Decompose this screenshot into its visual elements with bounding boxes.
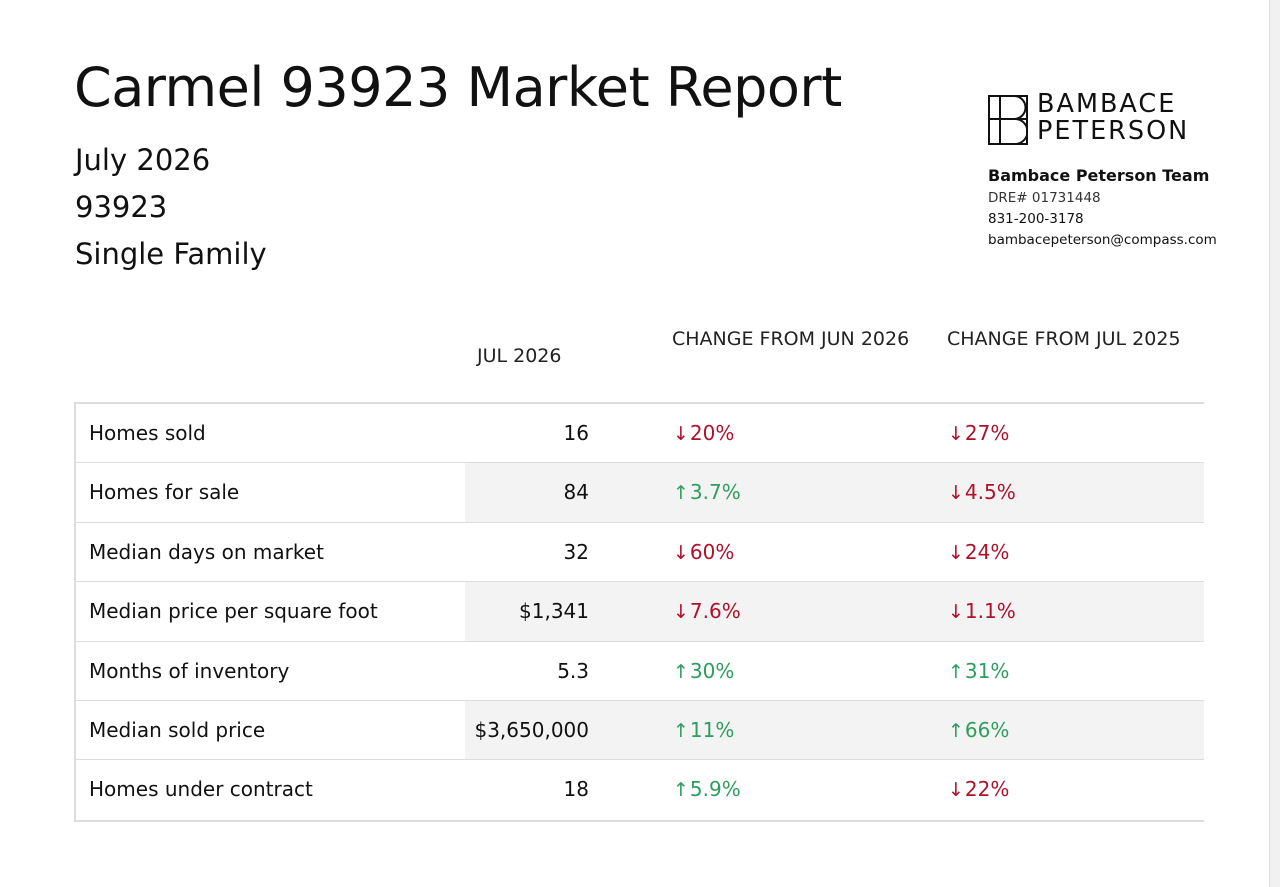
row-label: Median sold price xyxy=(89,717,266,742)
row-value: $1,341 xyxy=(519,599,589,624)
report-title: Carmel 93923 Market Report xyxy=(74,56,842,119)
table-row: Homes under contract 18 ↑5.9% ↓22% xyxy=(76,760,1204,819)
arrow-up-icon: ↑ xyxy=(948,660,964,683)
change-month: ↑11% xyxy=(673,717,735,742)
row-label: Median price per square foot xyxy=(89,599,378,624)
dre-number: DRE# 01731448 xyxy=(988,190,1101,206)
change-month: ↑30% xyxy=(673,658,735,683)
table-row: Months of inventory 5.3 ↑30% ↑31% xyxy=(76,642,1204,701)
row-value: 32 xyxy=(563,539,589,564)
change-year: ↑66% xyxy=(948,717,1010,742)
arrow-down-icon: ↓ xyxy=(948,423,964,445)
report-zip: 93923 xyxy=(75,190,168,224)
change-year: ↓1.1% xyxy=(948,599,1016,624)
phone-number: 831-200-3178 xyxy=(988,211,1084,227)
report-property-type: Single Family xyxy=(75,237,267,271)
logo-line-2: PETERSON xyxy=(1037,116,1190,146)
arrow-up-icon: ↑ xyxy=(673,660,689,683)
row-label: Homes sold xyxy=(89,421,206,445)
row-value: $3,650,000 xyxy=(474,717,589,742)
arrow-down-icon: ↓ xyxy=(673,601,689,624)
arrow-down-icon: ↓ xyxy=(673,423,689,445)
logo-line-1: BAMBACE xyxy=(1037,89,1177,119)
arrow-up-icon: ↑ xyxy=(948,719,964,742)
report-period: July 2026 xyxy=(75,143,211,177)
table-row: Median days on market 32 ↓60% ↓24% xyxy=(76,523,1204,583)
arrow-up-icon: ↑ xyxy=(673,482,689,505)
row-value: 5.3 xyxy=(557,658,589,683)
change-year: ↑31% xyxy=(948,658,1010,683)
row-value: 84 xyxy=(563,480,589,505)
change-year: ↓27% xyxy=(948,421,1010,445)
row-label: Homes for sale xyxy=(89,480,240,505)
logo-wordmark: BAMBACE PETERSON xyxy=(1037,91,1189,145)
row-value: 18 xyxy=(563,777,589,802)
arrow-up-icon: ↑ xyxy=(673,719,689,742)
row-label: Months of inventory xyxy=(89,658,290,683)
change-month: ↓7.6% xyxy=(673,599,741,624)
change-year: ↓4.5% xyxy=(948,480,1016,505)
change-year: ↓22% xyxy=(948,777,1010,802)
table-row: Homes for sale 84 ↑3.7% ↓4.5% xyxy=(76,463,1204,523)
logo-mark-icon xyxy=(988,95,1028,145)
arrow-down-icon: ↓ xyxy=(948,541,964,564)
row-value: 16 xyxy=(563,421,589,445)
arrow-down-icon: ↓ xyxy=(948,482,964,505)
market-stats-table: Homes sold 16 ↓20% ↓27% Homes for sale 8… xyxy=(74,402,1204,822)
table-row: Median sold price $3,650,000 ↑11% ↑66% xyxy=(76,700,1204,761)
email-address: bambacepeterson@compass.com xyxy=(988,232,1217,248)
change-year: ↓24% xyxy=(948,539,1010,564)
column-header-current: JUL 2026 xyxy=(477,345,562,367)
page-edge xyxy=(1269,0,1280,887)
table-row: Median price per square foot $1,341 ↓7.6… xyxy=(76,582,1204,642)
change-month: ↓20% xyxy=(673,421,735,445)
column-header-change-year: CHANGE FROM JUL 2025 xyxy=(947,328,1181,350)
row-label: Homes under contract xyxy=(89,777,313,802)
team-name: Bambace Peterson Team xyxy=(988,166,1210,185)
change-month: ↑3.7% xyxy=(673,480,741,505)
change-month: ↓60% xyxy=(673,539,735,564)
arrow-down-icon: ↓ xyxy=(948,779,964,802)
arrow-down-icon: ↓ xyxy=(673,541,689,564)
table-row: Homes sold 16 ↓20% ↓27% xyxy=(76,404,1204,464)
column-header-change-month: CHANGE FROM JUN 2026 xyxy=(672,328,910,350)
arrow-down-icon: ↓ xyxy=(948,601,964,624)
arrow-up-icon: ↑ xyxy=(673,779,689,802)
row-label: Median days on market xyxy=(89,539,324,564)
change-month: ↑5.9% xyxy=(673,777,741,802)
